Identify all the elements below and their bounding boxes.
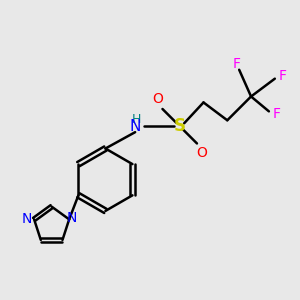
Text: F: F — [232, 57, 240, 71]
Text: O: O — [196, 146, 208, 160]
Text: N: N — [22, 212, 32, 226]
Text: N: N — [67, 211, 77, 225]
Text: F: F — [278, 69, 286, 83]
Text: H: H — [132, 113, 141, 126]
Text: S: S — [174, 117, 186, 135]
Text: O: O — [152, 92, 163, 106]
Text: F: F — [272, 107, 280, 121]
Text: N: N — [130, 119, 141, 134]
